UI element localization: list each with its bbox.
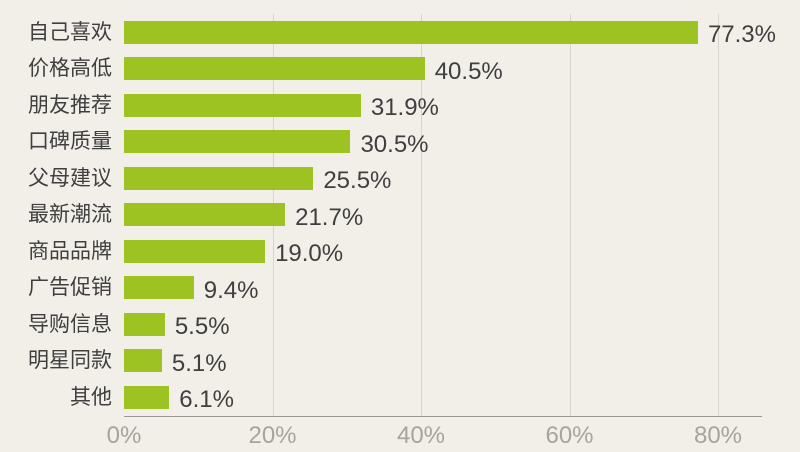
- value-label: 77.3%: [707, 21, 776, 49]
- bar: [124, 93, 361, 117]
- x-tick-label: 60%: [545, 422, 594, 449]
- x-tick-label: 20%: [248, 422, 297, 449]
- x-axis-line: [124, 416, 762, 417]
- category-label: 其他: [70, 385, 112, 409]
- bar: [124, 239, 266, 263]
- gridline-60: [569, 14, 571, 416]
- bar: [124, 276, 194, 300]
- bar: [124, 349, 162, 373]
- bar: [124, 57, 425, 81]
- bar: [124, 385, 170, 409]
- category-label: 明星同款: [28, 349, 112, 373]
- category-label: 价格高低: [28, 57, 112, 81]
- value-label: 5.5%: [174, 313, 230, 341]
- gridline-80: [718, 14, 719, 416]
- bar: [124, 203, 286, 227]
- value-label: 19.0%: [275, 240, 344, 268]
- category-label: 父母建议: [28, 166, 112, 190]
- bar: [124, 166, 314, 190]
- value-label: 30.5%: [360, 130, 429, 158]
- category-label: 口碑质量: [28, 130, 112, 154]
- category-label: 导购信息: [28, 312, 112, 336]
- value-label: 6.1%: [179, 386, 234, 414]
- bar: [124, 130, 351, 154]
- bar: [124, 312, 165, 336]
- value-label: 31.9%: [370, 94, 439, 122]
- category-label: 广告促销: [28, 276, 112, 300]
- value-label: 9.4%: [203, 276, 259, 304]
- category-label: 自己喜欢: [28, 20, 112, 44]
- value-label: 21.7%: [295, 203, 364, 231]
- x-tick-label: 40%: [396, 422, 446, 449]
- x-tick-label: 0%: [106, 422, 142, 449]
- category-label: 朋友推荐: [28, 93, 112, 117]
- category-label: 商品品牌: [28, 239, 112, 263]
- value-label: 25.5%: [323, 167, 392, 195]
- category-label: 最新潮流: [28, 203, 112, 227]
- bar: [124, 20, 698, 44]
- value-label: 5.1%: [171, 349, 227, 377]
- value-label: 40.5%: [434, 57, 503, 85]
- gridline-40: [421, 14, 422, 416]
- x-tick-label: 80%: [693, 422, 743, 449]
